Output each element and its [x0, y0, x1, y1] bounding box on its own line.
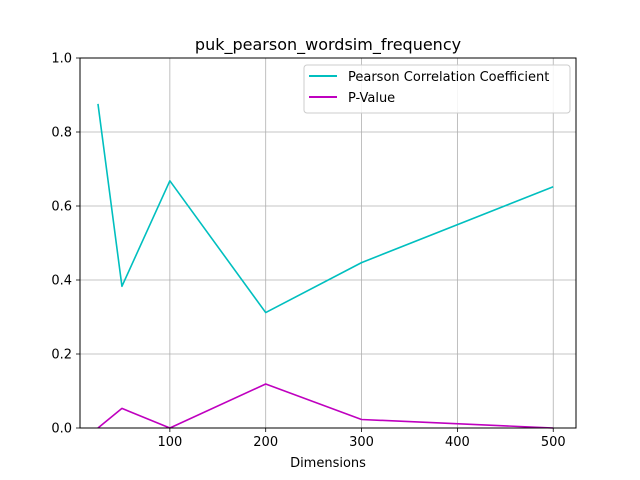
y-tick-label: 0.8 [51, 126, 72, 141]
legend-box [303, 64, 571, 114]
chart-title: puk_pearson_wordsim_frequency [195, 35, 461, 55]
series-line-p-value [97, 383, 554, 429]
legend-label-pearson: Pearson Correlation Coefficient [348, 70, 549, 85]
y-tick-label: 0.0 [51, 422, 72, 437]
y-tick-label: 0.2 [51, 348, 72, 363]
y-tick-label: 0.4 [51, 274, 72, 289]
x-tick-label: 300 [349, 435, 374, 450]
x-tick-label: 500 [541, 435, 566, 450]
y-tick-label: 0.6 [51, 200, 72, 215]
x-axis-label: Dimensions [290, 456, 366, 471]
legend-label-p-value: P-Value [348, 91, 395, 106]
x-tick-label: 200 [253, 435, 278, 450]
legend: Pearson Correlation Coefficient P-Value [303, 64, 571, 114]
y-tick-label: 1.0 [51, 52, 72, 67]
axis-ticks: 100 200 300 400 500 0.0 0.2 0.4 0.6 0.8 1.0 [51, 52, 565, 451]
x-tick-label: 100 [157, 435, 182, 450]
series-lines [97, 103, 554, 429]
plot-frame [79, 57, 577, 429]
series-line-pearson [97, 103, 554, 314]
x-tick-label: 400 [445, 435, 470, 450]
